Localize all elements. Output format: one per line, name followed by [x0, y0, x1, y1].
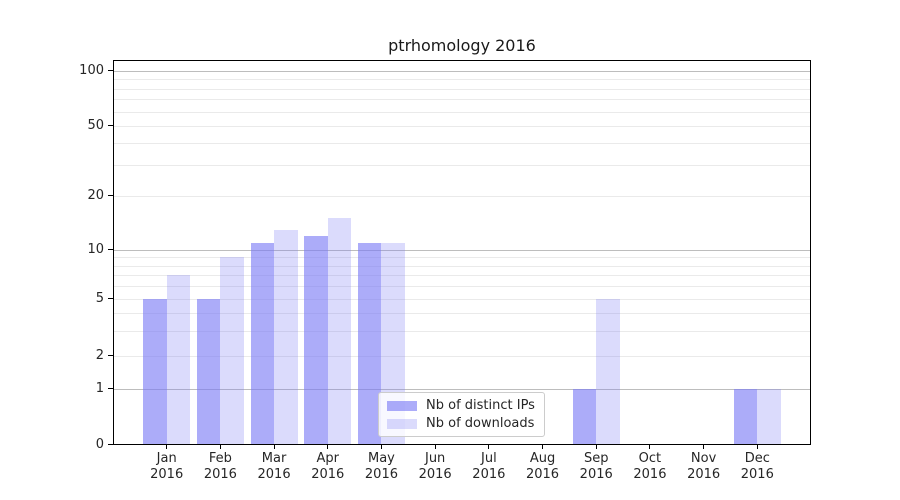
- bar-downloads-sep: [596, 299, 620, 444]
- gridline-y-90: [114, 79, 810, 81]
- x-tick-label-nov: Nov 2016: [687, 451, 721, 482]
- y-tick-label-50: 50: [87, 118, 104, 133]
- x-tick-label-dec: Dec 2016: [740, 451, 774, 482]
- y-tick-label-100: 100: [79, 63, 104, 78]
- y-tick-label-10: 10: [87, 242, 104, 257]
- x-tick-may: [380, 445, 382, 449]
- x-tick-aug: [542, 445, 544, 449]
- x-tick-jan: [166, 445, 168, 449]
- bar-distinct-ips-feb: [196, 299, 221, 444]
- bar-distinct-ips-may: [357, 242, 382, 444]
- gridline-y-40: [114, 143, 810, 145]
- bar-downloads-mar: [274, 229, 298, 444]
- x-tick-label-aug: Aug 2016: [525, 451, 560, 482]
- x-tick-apr: [327, 445, 329, 449]
- x-tick-label-apr: Apr 2016: [311, 451, 345, 482]
- bar-downloads-jan: [166, 275, 191, 444]
- bar-distinct-ips-sep: [572, 389, 597, 444]
- y-tick-20: [108, 195, 113, 196]
- x-tick-label-sep: Sep 2016: [579, 451, 613, 482]
- gridline-y-1: [114, 389, 810, 390]
- x-tick-jun: [434, 445, 436, 449]
- gridline-y-3: [114, 330, 810, 332]
- chart-title: ptrhomology 2016: [388, 36, 536, 55]
- y-tick-50: [108, 125, 113, 126]
- gridline-y-4: [114, 312, 810, 314]
- legend-swatch-distinct-ips: [387, 400, 417, 411]
- plot-area: [113, 60, 811, 445]
- gridline-y-7: [114, 275, 810, 277]
- legend-label-distinct-ips: Nb of distinct IPs: [426, 398, 535, 413]
- legend-entry-distinct-ips: Nb of distinct IPs: [387, 398, 536, 413]
- y-tick-0: [108, 444, 113, 445]
- x-tick-nov: [703, 445, 705, 449]
- gridline-y-6: [114, 286, 810, 288]
- gridline-y-60: [114, 111, 810, 113]
- legend-label-downloads: Nb of downloads: [426, 416, 535, 431]
- bar-distinct-ips-jan: [143, 299, 167, 444]
- y-tick-label-5: 5: [95, 291, 104, 306]
- legend-swatch-downloads: [387, 418, 417, 429]
- x-tick-oct: [649, 445, 651, 449]
- legend: Nb of distinct IPs Nb of downloads: [378, 392, 545, 437]
- y-tick-label-0: 0: [95, 437, 104, 452]
- y-tick-5: [108, 298, 113, 299]
- gridline-y-2: [114, 356, 810, 357]
- gridline-y-100: [114, 71, 810, 72]
- bar-distinct-ips-apr: [304, 235, 328, 444]
- y-tick-100: [108, 70, 113, 71]
- x-tick-label-feb: Feb 2016: [203, 451, 237, 482]
- x-tick-dec: [756, 445, 758, 449]
- x-tick-jul: [488, 445, 490, 449]
- gridline-y-70: [114, 99, 810, 101]
- y-tick-label-1: 1: [95, 381, 104, 396]
- bar-downloads-apr: [327, 218, 352, 444]
- x-tick-label-mar: Mar 2016: [257, 451, 291, 482]
- x-tick-feb: [219, 445, 221, 449]
- gridline-y-9: [114, 257, 810, 259]
- x-tick-sep: [595, 445, 597, 449]
- x-tick-label-oct: Oct 2016: [633, 451, 667, 482]
- y-tick-10: [108, 249, 113, 250]
- gridline-y-30: [114, 165, 810, 167]
- legend-entry-downloads: Nb of downloads: [387, 416, 536, 431]
- y-tick-label-2: 2: [95, 348, 104, 363]
- y-tick-1: [108, 388, 113, 389]
- gridline-y-20: [114, 196, 810, 197]
- gridline-y-8: [114, 265, 810, 267]
- x-tick-label-jul: Jul 2016: [472, 451, 506, 482]
- x-tick-label-jan: Jan 2016: [150, 451, 184, 482]
- gridline-y-50: [114, 126, 810, 127]
- y-tick-label-20: 20: [87, 188, 104, 203]
- bar-downloads-feb: [220, 257, 244, 444]
- x-tick-label-may: May 2016: [364, 451, 398, 482]
- x-tick-mar: [273, 445, 275, 449]
- y-tick-2: [108, 355, 113, 356]
- gridline-y-5: [114, 299, 810, 300]
- gridline-y-10: [114, 250, 810, 251]
- bar-downloads-dec: [757, 389, 781, 444]
- bar-distinct-ips-dec: [733, 389, 758, 444]
- x-tick-label-jun: Jun 2016: [418, 451, 452, 482]
- gridline-y-80: [114, 88, 810, 90]
- bar-distinct-ips-mar: [250, 242, 275, 444]
